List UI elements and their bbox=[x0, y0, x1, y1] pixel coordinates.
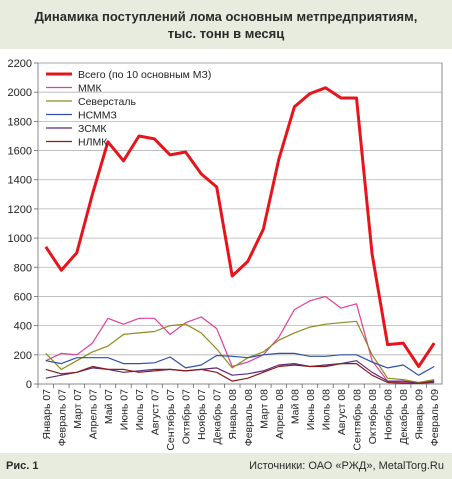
legend-label: НЛМК bbox=[78, 137, 108, 149]
legend-label: Всего (по 10 основным МЗ) bbox=[78, 69, 211, 81]
x-tick-label: Май 07 bbox=[103, 389, 115, 424]
chart-title: Динамика поступлений лома основным метпр… bbox=[0, 8, 452, 42]
series-line bbox=[45, 295, 435, 384]
x-tick-label: Ноябрь 08 bbox=[383, 389, 395, 440]
source-note: Источники: ОАО «РЖД», MetalTorg.Ru bbox=[249, 460, 444, 472]
line-chart: 0 200 400 600 800 1000 1200 1400 1600 1800 2000 220… bbox=[8, 58, 443, 451]
series-line bbox=[45, 320, 435, 384]
x-tick-label: Январь 07 bbox=[41, 389, 53, 440]
x-tick-label: Октябрь 07 bbox=[181, 389, 193, 444]
x-tick-label: Март 08 bbox=[258, 389, 270, 429]
y-tick-label: 800 bbox=[14, 262, 32, 274]
x-tick-label: Март 07 bbox=[72, 389, 84, 429]
y-tick-label: 1200 bbox=[8, 204, 32, 216]
plot-area bbox=[37, 62, 443, 385]
x-tick-label: Июнь 07 bbox=[118, 389, 130, 430]
x-tick-label: Сентябрь 07 bbox=[165, 389, 177, 451]
y-tick-label: 1600 bbox=[8, 146, 32, 158]
y-tick-label: 1800 bbox=[8, 116, 32, 128]
y-tick-label: 1400 bbox=[8, 175, 32, 187]
legend-label: ММК bbox=[78, 83, 102, 95]
x-tick-label: Февраль 08 bbox=[243, 389, 255, 446]
x-tick-label: Декабрь 08 bbox=[398, 389, 410, 445]
series-line bbox=[45, 352, 435, 376]
x-tick-label: Июль 07 bbox=[134, 389, 146, 431]
y-tick-label: 200 bbox=[14, 350, 32, 362]
legend-label: ЗСМК bbox=[78, 123, 107, 135]
x-tick-label: Октябрь 08 bbox=[367, 389, 379, 444]
chart-panel: 0 200 400 600 800 1000 1200 1400 1600 1800 2000 220… bbox=[0, 49, 452, 453]
y-tick-label: 2000 bbox=[8, 87, 32, 99]
x-tick-label: Февраль 07 bbox=[56, 389, 68, 446]
x-tick-label: Август 08 bbox=[336, 389, 348, 435]
x-tick-label: Апрель 08 bbox=[274, 389, 286, 439]
y-tick-label: 2200 bbox=[8, 58, 32, 70]
x-tick-label: Декабрь 07 bbox=[212, 389, 224, 445]
chart-title-line1: Динамика поступлений лома основным метпр… bbox=[34, 9, 418, 24]
x-tick-label: Январь 09 bbox=[414, 389, 426, 440]
x-tick-label: Сентябрь 08 bbox=[352, 389, 364, 451]
x-tick-label: Ноябрь 07 bbox=[196, 389, 208, 440]
legend-label: НСММЗ bbox=[78, 110, 117, 122]
series-line bbox=[44, 86, 436, 368]
series-line bbox=[45, 363, 435, 384]
y-tick-label: 1000 bbox=[8, 233, 32, 245]
y-tick-label: 0 bbox=[26, 379, 32, 391]
figure-label: Рис. 1 bbox=[6, 460, 39, 472]
x-tick-label: Август 07 bbox=[150, 389, 162, 435]
y-tick-label: 600 bbox=[14, 291, 32, 303]
x-tick-label: Февраль 09 bbox=[429, 389, 441, 446]
y-tick-label: 400 bbox=[14, 321, 32, 333]
x-tick-label: Июнь 08 bbox=[305, 389, 317, 430]
legend-label: Северсталь bbox=[78, 96, 136, 108]
x-tick-label: Январь 08 bbox=[227, 389, 239, 440]
x-tick-label: Май 08 bbox=[289, 389, 301, 424]
x-tick-label: Апрель 07 bbox=[87, 389, 99, 439]
x-tick-label: Июль 08 bbox=[320, 389, 332, 431]
chart-title-line2: тыс. тонн в месяц bbox=[167, 26, 285, 41]
